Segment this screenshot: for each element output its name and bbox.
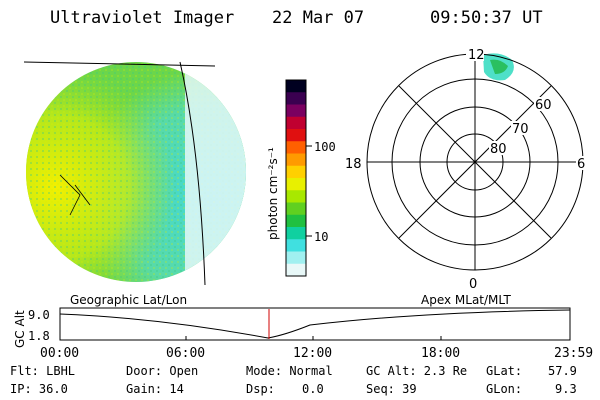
color-scale-frame [285, 79, 307, 277]
colorbar-segment [286, 104, 306, 118]
colorbar-segment [286, 263, 306, 277]
colorbar-segment [286, 202, 306, 216]
polar-plot [366, 53, 584, 271]
info-glon-value: 9.3 [555, 382, 577, 396]
x-tick-0000: 00:00 [40, 346, 79, 361]
date-label: 22 Mar 07 [272, 8, 365, 28]
colorbar-segment [286, 214, 306, 228]
lat-label-60: 60 [535, 98, 552, 113]
y-tick-min: 1.8 [28, 329, 50, 343]
mlt-label-6: 6 [577, 157, 585, 172]
colorbar-unit-label: photon cm⁻²s⁻¹ [266, 147, 280, 240]
info-dsp-label: Dsp: [246, 382, 275, 396]
instrument-title: Ultraviolet Imager [50, 8, 235, 28]
colorbar-segment [286, 92, 306, 105]
timeline-frame [59, 307, 571, 341]
x-tick-1800: 18:00 [421, 346, 460, 361]
colorbar-segment [286, 165, 306, 179]
colorbar-segment [286, 190, 306, 203]
colorbar-segment [286, 178, 306, 191]
altitude-timeline: Geographic Lat/Lon Apex MLat/MLT GC Alt … [13, 293, 593, 361]
timeline-left-title: Geographic Lat/Lon [70, 293, 187, 307]
info-mode: Mode: Normal [246, 364, 333, 378]
info-seq: Seq: 39 [366, 382, 417, 396]
y-tick-max: 9.0 [28, 308, 50, 322]
info-dsp-value: 0.0 [302, 382, 324, 396]
lat-label-80: 80 [490, 142, 507, 157]
mlt-label-12: 12 [468, 48, 485, 63]
polar-aurora-core [490, 59, 508, 74]
info-ip: IP: 36.0 [10, 382, 68, 396]
colorbar-segment [286, 227, 306, 240]
colorbar-label-10: 10 [314, 230, 328, 244]
y-axis-label: GC Alt [13, 310, 27, 348]
colorbar-segment [286, 129, 306, 142]
x-tick-2359: 23:59 [554, 346, 593, 361]
info-glat-value: 57.9 [548, 364, 577, 378]
colorbar-segment [286, 153, 306, 167]
colorbar-segment [286, 116, 306, 130]
polar-axis-diag2 [398, 85, 552, 239]
altitude-curve [59, 309, 571, 339]
colorbar-segment [286, 239, 306, 252]
time-label: 09:50:37 UT [430, 8, 543, 28]
mlt-label-18: 18 [345, 157, 362, 172]
mlt-label-0: 0 [469, 277, 477, 292]
colorbar-label-100: 100 [314, 140, 336, 154]
info-glat-label: GLat: [486, 364, 523, 378]
info-door: Door: Open [126, 364, 199, 378]
color-scale-bar [286, 80, 306, 277]
info-gain: Gain: 14 [126, 382, 184, 396]
colorbar-segment [286, 141, 306, 154]
x-tick-1200: 12:00 [293, 346, 332, 361]
disk-overlay-lines [23, 61, 216, 286]
colorbar-segment [286, 251, 306, 265]
x-tick-0600: 06:00 [166, 346, 205, 361]
lat-label-70: 70 [512, 122, 529, 137]
timeline-right-title: Apex MLat/MLT [421, 293, 511, 307]
colorbar-segment [286, 80, 306, 93]
info-glon-label: GLon: [486, 382, 523, 396]
info-flt: Flt: LBHL [10, 364, 76, 378]
uv-disk-image [26, 62, 246, 282]
info-gc-alt: GC Alt: 2.3 Re [366, 364, 468, 378]
